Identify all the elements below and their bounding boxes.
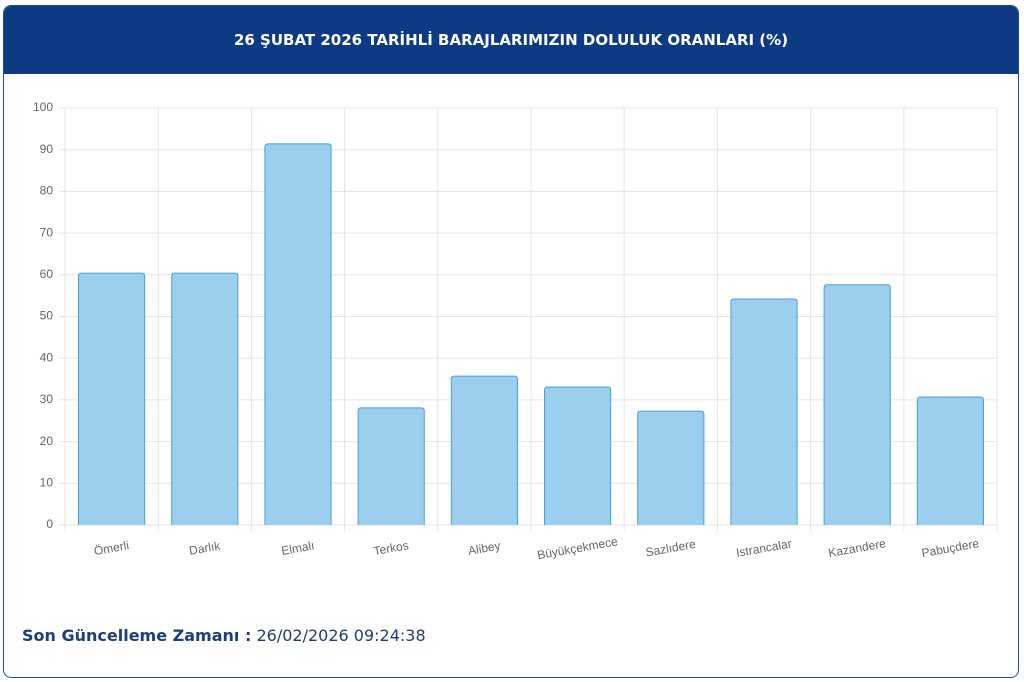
y-tick-label: 100 bbox=[33, 100, 53, 114]
x-tick-label: Darlık bbox=[188, 538, 222, 557]
x-tick-label: Sazlıdere bbox=[644, 537, 697, 560]
y-tick-label: 40 bbox=[40, 350, 54, 364]
footer-timestamp: 26/02/2026 09:24:38 bbox=[256, 626, 426, 645]
y-tick-label: 10 bbox=[40, 475, 54, 489]
x-tick-label: Ömerli bbox=[93, 538, 130, 558]
footer-label: Son Güncelleme Zamanı : bbox=[22, 626, 252, 645]
bar bbox=[78, 272, 146, 525]
bar bbox=[357, 407, 425, 525]
y-tick-label: 50 bbox=[40, 309, 54, 323]
bar bbox=[450, 375, 518, 525]
y-tick-label: 70 bbox=[40, 225, 54, 239]
bar bbox=[730, 298, 798, 525]
card: 26 ŞUBAT 2026 TARİHLİ BARAJLARIMIZIN DOL… bbox=[3, 5, 1019, 678]
x-tick-label: Elmalı bbox=[280, 538, 315, 558]
bar bbox=[916, 396, 984, 525]
y-tick-label: 80 bbox=[40, 184, 54, 198]
y-tick-label: 60 bbox=[40, 267, 54, 281]
bar bbox=[544, 386, 612, 525]
x-tick-label: Alibey bbox=[467, 538, 502, 557]
bar bbox=[637, 410, 705, 525]
bar bbox=[264, 143, 332, 525]
x-tick-label: Kazandere bbox=[827, 536, 887, 560]
bar bbox=[171, 272, 239, 525]
x-tick-label: Terkos bbox=[372, 538, 409, 558]
x-tick-label: Büyükçekmece bbox=[536, 534, 619, 562]
y-tick-label: 90 bbox=[40, 142, 54, 156]
y-tick-label: 0 bbox=[46, 517, 53, 531]
bar bbox=[823, 284, 891, 525]
y-tick-label: 20 bbox=[40, 434, 54, 448]
x-tick-label: Istrancalar bbox=[735, 536, 793, 560]
x-tick-label: Pabuçdere bbox=[920, 536, 980, 560]
header-title: 26 ŞUBAT 2026 TARİHLİ BARAJLARIMIZIN DOL… bbox=[4, 6, 1018, 74]
y-tick-label: 30 bbox=[40, 392, 54, 406]
footer: Son Güncelleme Zamanı : 26/02/2026 09:24… bbox=[22, 626, 426, 645]
